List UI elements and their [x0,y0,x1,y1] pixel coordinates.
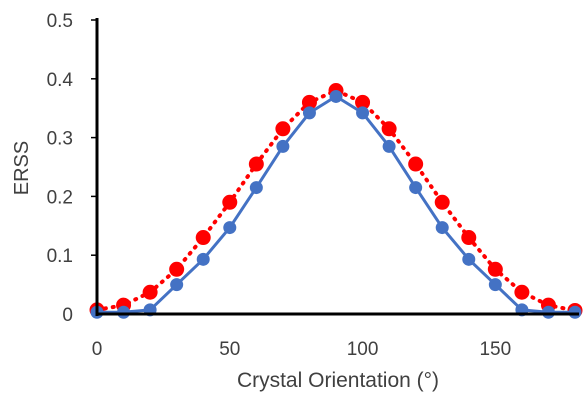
y-tick-label: 0 [62,305,73,326]
series-2-point [223,221,237,235]
series-1-point [142,284,158,300]
series-2-point [382,139,396,153]
series-2-point [541,305,555,319]
plot-series [89,83,583,319]
series-1-point [434,194,450,210]
series-2-point [196,252,210,266]
series-1-point [275,121,291,137]
series-2-point [249,181,263,195]
series-2-point [409,181,423,195]
series-2-point [329,89,343,103]
series-1-line [95,88,577,313]
axes [95,18,579,316]
series-1-point [301,94,317,110]
series-2-point [117,305,131,319]
x-axis-ticks: 0 50 100 150 [92,339,511,360]
x-tick-label: 150 [479,339,511,360]
x-tick-label: 100 [347,339,379,360]
y-axis-ticks: 0 0.1 0.2 0.3 0.4 0.5 [47,11,97,326]
series-2-point [462,252,476,266]
series-1-point [487,261,503,277]
x-tick-label: 0 [92,339,103,360]
series-2-line [97,94,575,314]
y-tick-label: 0.2 [47,187,73,208]
x-axis-label: Crystal Orientation (°) [237,369,439,392]
series-1-point [248,156,264,172]
y-tick-label: 0.4 [47,70,74,91]
series-2-point [302,106,316,120]
y-axis-label: ERSS [11,141,33,195]
series-2-point [435,221,449,235]
series-2-point [568,305,582,319]
series-1-point [514,284,530,300]
series-2-point [356,106,370,120]
y-tick-label: 0.3 [47,129,73,150]
y-tick-label: 0.1 [47,246,73,267]
series-1-point [408,156,424,172]
series-2-point [488,278,502,292]
x-tick-label: 50 [219,339,240,360]
series-2-point [170,278,184,292]
y-tick-label: 0.5 [47,11,73,32]
series-1-point [195,230,211,246]
series-1-point [461,230,477,246]
series-2-point [276,139,290,153]
series-1-point [169,261,185,277]
series-1-point [355,94,371,110]
series-1-point [222,194,238,210]
series-1-point [381,121,397,137]
